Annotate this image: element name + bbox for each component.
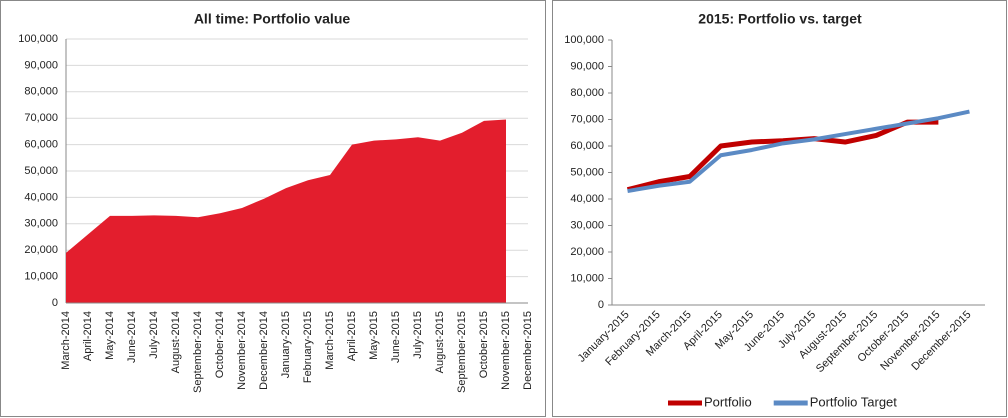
x-tick-label: May-2015 — [368, 311, 380, 360]
y-tick-label: 80,000 — [24, 86, 58, 98]
y-tick-label: 80,000 — [570, 87, 604, 99]
x-tick-label: August-2014 — [170, 311, 182, 373]
y-tick-label: 70,000 — [570, 113, 604, 125]
x-tick-label: January-2015 — [280, 311, 292, 378]
y-tick-label: 50,000 — [24, 165, 58, 177]
line — [627, 109, 970, 194]
y-tick-label: 40,000 — [570, 193, 604, 205]
y-tick-label: 100,000 — [564, 34, 604, 46]
x-tick-label: May-2014 — [104, 311, 116, 360]
x-tick-label: November-2014 — [236, 311, 248, 390]
x-tick-label: March-2015 — [324, 311, 336, 370]
y-tick-label: 100,000 — [18, 33, 58, 45]
y-tick-label: 70,000 — [24, 112, 58, 124]
y-tick-label: 20,000 — [24, 244, 58, 256]
line — [626, 119, 939, 193]
y-tick-label: 60,000 — [24, 139, 58, 151]
x-tick-label: December-2015 — [522, 311, 534, 390]
area — [66, 119, 506, 304]
chart-title: 2015: Portfolio vs. target — [698, 11, 862, 27]
y-tick-label: 40,000 — [24, 191, 58, 203]
legend-label: Portfolio Target — [810, 394, 898, 409]
y-tick-label: 20,000 — [570, 246, 604, 258]
x-tick-label: June-2015 — [390, 311, 402, 363]
x-tick-label: April-2014 — [82, 311, 94, 361]
y-tick-label: 30,000 — [24, 218, 58, 230]
x-tick-label: December-2014 — [258, 311, 270, 390]
x-tick-label: September-2015 — [456, 311, 468, 393]
x-tick-label: August-2015 — [434, 311, 446, 373]
x-tick-label: October-2015 — [478, 311, 490, 378]
x-tick-label: July-2014 — [148, 311, 160, 359]
y-tick-label: 50,000 — [570, 166, 604, 178]
y-tick-label: 0 — [52, 297, 58, 309]
y-tick-label: 10,000 — [24, 271, 58, 283]
y-tick-label: 10,000 — [570, 272, 604, 284]
x-tick-label: February-2015 — [302, 311, 314, 383]
legend-label: Portfolio — [704, 394, 752, 409]
right-panel — [552, 0, 1007, 417]
chart-title: All time: Portfolio value — [194, 11, 351, 27]
y-tick-label: 60,000 — [570, 140, 604, 152]
x-tick-label: September-2014 — [192, 311, 204, 393]
x-tick-label: March-2014 — [60, 311, 72, 370]
y-tick-label: 0 — [598, 299, 604, 311]
y-tick-label: 90,000 — [570, 60, 604, 72]
x-tick-label: July-2015 — [412, 311, 424, 359]
x-tick-label: April-2015 — [346, 311, 358, 361]
x-tick-label: November-2015 — [500, 311, 512, 390]
x-tick-label: June-2014 — [126, 311, 138, 363]
x-tick-label: October-2014 — [214, 311, 226, 378]
y-tick-label: 90,000 — [24, 59, 58, 71]
y-tick-label: 30,000 — [570, 219, 604, 231]
